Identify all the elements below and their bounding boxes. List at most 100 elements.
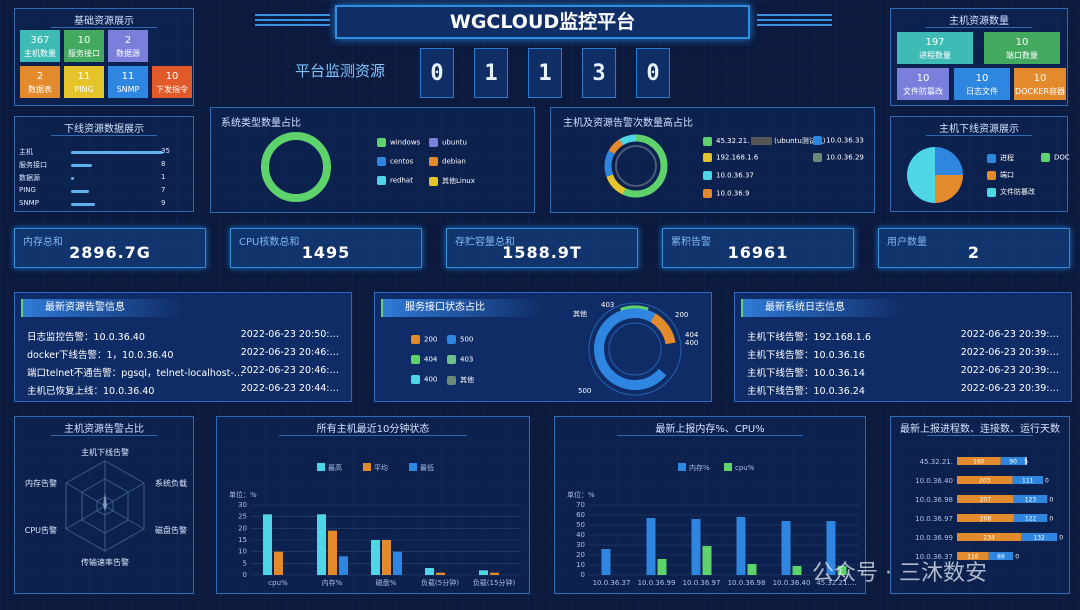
base-tile[interactable]: 2 数据源 xyxy=(108,30,148,62)
legend-swatch xyxy=(409,463,417,471)
host-down-panel: 主机下线资源展示 进程 DOC 端口 文件防篡改 xyxy=(890,116,1070,212)
tile-label: 主机数量 xyxy=(24,49,56,58)
x-tick-label: 磁盘% xyxy=(376,578,397,587)
legend-label: 内存% xyxy=(689,463,710,472)
y-unit-label: 单位：% xyxy=(567,490,595,499)
downline-label: SNMP xyxy=(19,199,39,207)
y-tick-label: 10.0.36.98 xyxy=(915,496,953,504)
x-tick-label: 10.0.36.99 xyxy=(638,579,676,587)
bar-value-label: 5 xyxy=(1024,459,1028,466)
counter-digit: 1 xyxy=(474,48,508,98)
bar-value-label: 207 xyxy=(980,497,992,504)
y-tick-label: 20 xyxy=(238,524,247,532)
host-res-tile[interactable]: 10 日志文件 xyxy=(954,68,1010,100)
bar-value-label: 0 xyxy=(1049,497,1053,504)
downline-label: 主机 xyxy=(19,148,33,156)
feed-time: 2022-06-23 20:39:… xyxy=(960,365,1059,376)
stat-storage-total: 存贮容量总和 1588.9T xyxy=(446,228,638,268)
tile-value: 10 xyxy=(165,71,179,82)
feed-time: 2022-06-23 20:44:… xyxy=(240,383,339,394)
bar xyxy=(328,530,337,575)
legend-item: ubuntu xyxy=(429,138,467,147)
radar-axis-label: 主机下线告警 xyxy=(81,447,129,457)
legend-item: 200 xyxy=(411,335,437,344)
page-title: WGCLOUD监控平台 xyxy=(449,11,636,33)
host-res-tile[interactable]: 197 进程数量 xyxy=(897,32,973,64)
latest-log-panel: 最新系统日志信息 主机下线告警：192.168.1.6 2022-06-23 20… xyxy=(734,292,1072,402)
tile-label: 日志文件 xyxy=(966,87,998,96)
tile-value: 197 xyxy=(925,37,945,48)
tile-label: 服务接口 xyxy=(68,49,100,58)
base-tile[interactable]: 10 下发指令 xyxy=(152,66,192,98)
y-tick-label: 60 xyxy=(576,511,585,519)
bar xyxy=(747,564,757,575)
stat-label: 存贮容量总和 xyxy=(455,237,515,248)
panel-title: 最新资源告警信息 xyxy=(23,299,183,317)
legend-item: 500 xyxy=(447,335,473,344)
legend-swatch xyxy=(678,463,686,471)
bar-value-label: 0 xyxy=(1059,535,1063,542)
host-res-tile[interactable]: 10 DOCKER容器 xyxy=(1014,68,1066,100)
feed-row[interactable]: 主机下线告警：10.0.36.24 2022-06-23 20:39:… xyxy=(747,383,1059,397)
host-alarm-donut xyxy=(604,134,668,198)
bar xyxy=(957,495,1014,503)
x-tick-label: 10.0.36.97 xyxy=(683,579,721,587)
downline-bar xyxy=(71,177,74,180)
y-tick-label: 70 xyxy=(576,501,585,509)
bar xyxy=(691,519,701,575)
stat-value: 16961 xyxy=(727,243,789,262)
bar xyxy=(781,521,791,575)
base-tile[interactable]: 11 PING xyxy=(64,66,104,98)
feed-row[interactable]: 主机已恢复上线：10.0.36.40 2022-06-23 20:44:… xyxy=(27,383,339,397)
bar xyxy=(1013,495,1048,503)
bar xyxy=(1013,514,1048,522)
base-tile[interactable]: 2 数据表 xyxy=(20,66,60,98)
downline-value: 7 xyxy=(161,186,166,194)
latest-alarm-panel: 最新资源告警信息 日志监控告警：10.0.36.40 2022-06-23 20:… xyxy=(14,292,352,402)
y-tick-label: 10.0.36.97 xyxy=(915,515,953,523)
downline-value: 1 xyxy=(161,173,166,181)
feed-row[interactable]: 日志监控告警：10.0.36.40 2022-06-23 20:50:… xyxy=(27,329,339,343)
base-tile[interactable]: 10 服务接口 xyxy=(64,30,104,62)
stat-value: 1588.9T xyxy=(502,243,582,262)
radar-chart: 主机下线告警 系统负载 磁盘告警 传输速率告警 CPU告警 内存告警 xyxy=(25,447,187,567)
base-tile[interactable]: 11 SNMP xyxy=(108,66,148,98)
panel-title: 最新系统日志信息 xyxy=(743,299,903,317)
feed-text: docker下线告警：1，10.0.36.40 xyxy=(27,350,174,361)
legend-item: 10.0.36.37 xyxy=(703,171,754,180)
host-res-tile[interactable]: 10 端口数量 xyxy=(984,32,1060,64)
feed-row[interactable]: 主机下线告警：192.168.1.6 2022-06-23 20:39:… xyxy=(747,329,1059,343)
x-tick-label: 负载(15分钟) xyxy=(473,578,516,587)
tile-value: 10 xyxy=(916,73,930,84)
legend-item: centos xyxy=(377,157,413,166)
tile-label: 下发指令 xyxy=(156,85,188,94)
base-tile[interactable]: 367 主机数量 xyxy=(20,30,60,62)
host-res-tile[interactable]: 10 文件防篡改 xyxy=(897,68,949,100)
downline-value: 35 xyxy=(161,147,170,155)
stat-label: 内存总和 xyxy=(23,237,63,248)
counter-digit: 3 xyxy=(582,48,616,98)
bar-value-label: 234 xyxy=(983,535,995,542)
bar xyxy=(601,549,611,575)
downline-row: 服务接口 8 xyxy=(19,160,189,172)
bar xyxy=(479,570,488,575)
bar xyxy=(657,559,667,575)
feed-row[interactable]: 端口telnet不通告警：pgsql，telnet-localhost-… 202… xyxy=(27,365,339,379)
feed-row[interactable]: 主机下线告警：10.0.36.16 2022-06-23 20:39:… xyxy=(747,347,1059,361)
bar xyxy=(957,457,1001,465)
legend-swatch xyxy=(317,463,325,471)
stat-user-count: 用户数量 2 xyxy=(878,228,1070,268)
feed-text: 主机已恢复上线：10.0.36.40 xyxy=(27,386,155,397)
tile-label: 数据表 xyxy=(28,85,52,94)
feed-row[interactable]: docker下线告警：1，10.0.36.40 2022-06-23 20:46:… xyxy=(27,347,339,361)
memory-cpu-panel: 最新上报内存%、CPU% 内存% cpu% 单位：% 0 10 20 30 40 50 60 70 1… xyxy=(554,416,866,594)
feed-row[interactable]: 主机下线告警：10.0.36.14 2022-06-23 20:39:… xyxy=(747,365,1059,379)
memory-cpu-bar-chart: 内存% cpu% 单位：% 0 10 20 30 40 50 60 70 10.0.36.37 10.0… xyxy=(567,463,859,587)
x-tick-label: 10.0.36.37 xyxy=(593,579,631,587)
bar xyxy=(274,551,283,575)
y-tick-label: 30 xyxy=(576,541,585,549)
stat-value: 1495 xyxy=(301,243,351,262)
legend-item: 其他Linux xyxy=(429,176,475,186)
os-type-panel: 系统类型数量占比 windows ubuntu centos debian redhat… xyxy=(210,107,535,213)
